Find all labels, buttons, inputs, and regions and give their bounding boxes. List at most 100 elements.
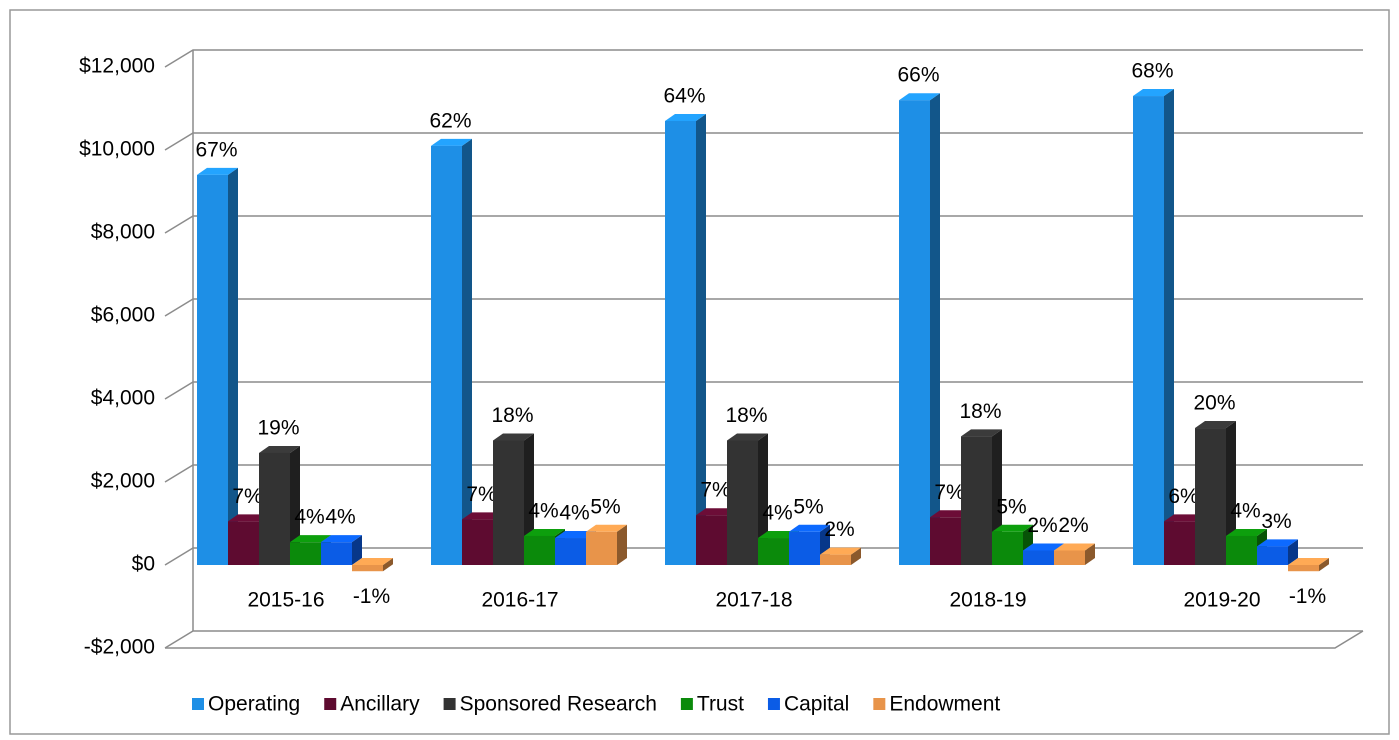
data-label: 5% — [590, 495, 620, 518]
bar — [259, 452, 290, 565]
bar — [493, 440, 524, 565]
bar-top — [789, 524, 830, 532]
bar-top — [1164, 514, 1205, 522]
legend-label: Endowment — [889, 693, 1000, 716]
bar-side — [1085, 543, 1095, 565]
bar-top — [1133, 89, 1174, 97]
bar-top — [961, 429, 1002, 437]
data-label: 62% — [429, 109, 471, 132]
bar-side — [228, 167, 238, 565]
bar — [555, 538, 586, 565]
data-label: 20% — [1193, 392, 1235, 415]
y-tick-label: $8,000 — [91, 221, 155, 244]
bar-top — [758, 531, 799, 539]
bar-top — [1023, 543, 1064, 551]
x-tick-label: 2017-18 — [715, 589, 792, 612]
data-label: 6% — [1168, 485, 1198, 508]
bar — [758, 538, 789, 565]
data-label: 7% — [466, 483, 496, 506]
x-tick-label: 2019-20 — [1183, 589, 1260, 612]
data-label: 66% — [897, 64, 939, 87]
data-label: 4% — [1230, 499, 1260, 522]
bar — [586, 531, 617, 565]
bar — [820, 554, 851, 565]
bar — [961, 436, 992, 565]
legend-swatch — [680, 698, 693, 710]
bar-side — [290, 445, 300, 565]
data-label: 18% — [725, 404, 767, 427]
bar — [1054, 550, 1085, 565]
bar — [1195, 428, 1226, 565]
bar-top — [820, 547, 861, 555]
bar — [1257, 546, 1288, 565]
bar-top — [352, 558, 393, 565]
bar — [197, 174, 228, 565]
data-label: 4% — [325, 506, 355, 529]
data-label: 7% — [232, 485, 262, 508]
data-label: 18% — [959, 400, 1001, 423]
data-label: 18% — [491, 404, 533, 427]
bar-side — [617, 524, 627, 565]
bar — [228, 521, 259, 565]
bar — [1164, 521, 1195, 565]
y-tick-label: $4,000 — [91, 387, 155, 410]
bar-top — [1054, 543, 1095, 551]
bar — [1133, 96, 1164, 566]
bar-side — [1288, 539, 1298, 565]
data-label: 67% — [195, 138, 237, 161]
bar-top — [727, 433, 768, 441]
data-label: 2% — [824, 518, 854, 541]
bar-top — [899, 93, 940, 101]
bar — [789, 531, 820, 565]
bar — [1023, 550, 1054, 565]
bar-top — [290, 535, 331, 543]
legend-swatch — [443, 698, 456, 710]
legend-label: Sponsored Research — [460, 693, 657, 716]
bar-side — [352, 535, 362, 565]
data-label: 5% — [793, 495, 823, 518]
bar-top — [197, 167, 238, 175]
y-tick-label: $6,000 — [91, 304, 155, 327]
bar-top — [259, 445, 300, 453]
bar-side — [1226, 421, 1236, 565]
bar-top — [1257, 539, 1298, 547]
bar-side — [851, 547, 861, 565]
data-label: 4% — [294, 506, 324, 529]
legend-label: Operating — [208, 693, 300, 716]
bar-top — [992, 524, 1033, 532]
bar-side — [383, 558, 393, 572]
legend-swatch — [873, 698, 886, 710]
data-label: -1% — [1289, 585, 1326, 608]
data-label: 5% — [996, 495, 1026, 518]
bar — [431, 145, 462, 565]
bar — [321, 542, 352, 565]
bar — [696, 515, 727, 565]
x-tick-label: 2018-19 — [949, 589, 1026, 612]
y-tick-label: $0 — [132, 553, 155, 576]
bar-top — [1195, 421, 1236, 429]
bar-side — [1164, 89, 1174, 566]
y-tick-label: $2,000 — [91, 470, 155, 493]
bar — [524, 535, 555, 565]
bar-top — [228, 514, 269, 522]
x-tick-label: 2015-16 — [247, 589, 324, 612]
bar-side — [930, 93, 940, 565]
legend-label: Trust — [697, 693, 744, 716]
y-tick-label: -$2,000 — [84, 636, 155, 659]
bar-top — [493, 433, 534, 441]
data-label: 4% — [528, 499, 558, 522]
bar-top — [930, 510, 971, 518]
data-label: 68% — [1131, 60, 1173, 83]
bar — [899, 100, 930, 565]
floor-edge — [165, 630, 1364, 649]
bar-side — [462, 138, 472, 565]
bar — [1226, 535, 1257, 565]
data-label: 4% — [559, 502, 589, 525]
bar — [992, 531, 1023, 565]
bar — [930, 517, 961, 565]
data-label: 2% — [1027, 514, 1057, 537]
bar-top — [431, 138, 472, 146]
bar-side — [1319, 558, 1329, 572]
legend-label: Ancillary — [340, 693, 420, 716]
